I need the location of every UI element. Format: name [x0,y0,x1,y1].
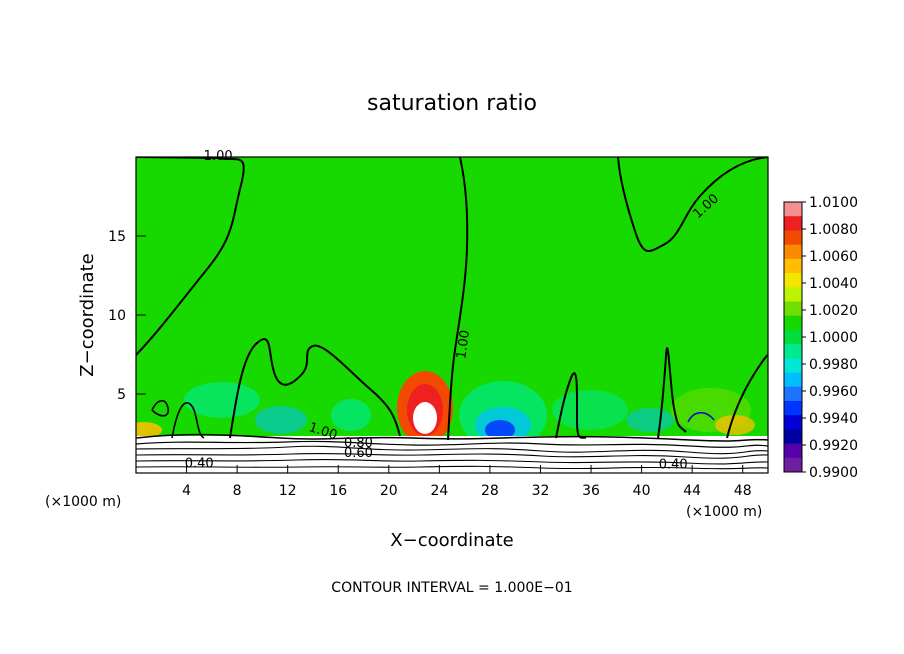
colorbar-segment-7 [784,301,802,317]
z-unit-label: (×1000 m) [686,504,762,520]
colorbar-segment-14 [784,400,802,416]
x-tick-label-32: 32 [532,483,550,499]
chart-title: saturation ratio [367,91,537,116]
colorbar-segment-4 [784,258,802,274]
contour-label-5: 0.60 [344,446,373,461]
colorbar-segment-18 [784,457,802,473]
cool-anomaly-c [485,420,515,440]
x-tick-label-40: 40 [633,483,651,499]
contour-1-lower-mid [555,372,587,439]
colorbar-segment-15 [784,415,802,430]
y-tick-label-15: 15 [108,229,126,245]
contour-line-4 [136,452,768,459]
colorbar-segment-17 [784,443,802,459]
y-tick-label-5: 5 [117,387,126,403]
cool-region-h [626,408,674,432]
contour-1-right [617,157,768,252]
contour-label-2: 1.00 [454,329,473,360]
colorbar-label-4: 1.0020 [809,303,858,319]
contour-label-4: 0.80 [344,436,373,451]
colorbar-segment-8 [784,315,802,331]
x-tick-label-28: 28 [481,483,499,499]
contour-line-5 [136,458,768,465]
colorbar-segment-13 [784,386,802,402]
colorbar-label-7: 0.9960 [809,384,858,400]
contour-line-2 [136,440,768,448]
colorbar-label-0: 1.0100 [809,195,858,211]
contour-1-lower-left [229,338,401,439]
y-axis-label: Z−coordinate [77,253,98,376]
colorbar-label-3: 1.0040 [809,276,858,292]
x-tick-label-48: 48 [734,483,752,499]
colorbar-label-10: 0.9900 [809,465,858,481]
colorbar-label-2: 1.0060 [809,249,858,265]
contour-1-center [447,157,469,441]
colorbar-segment-9 [784,329,802,345]
x-tick-label-24: 24 [430,483,448,499]
x-axis-label: X−coordinate [390,530,513,551]
contour-1-left [136,157,245,356]
colorbar-segment-10 [784,344,802,359]
x-tick-label-8: 8 [233,483,242,499]
x-unit-label: (×1000 m) [45,494,121,510]
colorbar-label-5: 1.0000 [809,330,858,346]
x-tick-label-12: 12 [279,483,297,499]
colorbar-label-9: 0.9920 [809,438,858,454]
x-tick-label-20: 20 [380,483,398,499]
contour-island-1 [151,399,170,417]
contour-line-1 [136,433,768,442]
colorbar: 1.0100 1.0080 1.0060 1.0040 1.0020 1.0000 0.99… [783,195,858,481]
colorbar-segment-1 [784,216,802,231]
saturation-field [136,157,768,473]
cool-region-e [255,406,307,434]
warm-region-k [715,415,755,435]
contour-label-7: 0.40 [659,457,688,472]
contour-label-0: 1.00 [204,149,233,164]
colorbar-segment-5 [784,273,802,288]
x-tick-label-36: 36 [582,483,600,499]
contour-blue-fragment [687,412,715,423]
contour-island-2 [171,402,205,439]
contour-1-far-right [726,354,768,439]
cool-region-g [552,390,628,430]
contour-label-6: 0.40 [185,456,214,471]
base-field [136,157,768,473]
warm-anomaly-center [413,402,437,434]
contour-note: CONTOUR INTERVAL = 1.000E−01 [331,580,572,596]
contour-line-3 [136,445,768,455]
colorbar-segment-2 [784,230,802,246]
y-tick-label-10: 10 [108,308,126,324]
colorbar-segment-0 [784,202,802,217]
colorbar-segment-12 [784,372,802,388]
colorbar-segment-11 [784,358,802,374]
colorbar-segment-6 [784,287,802,302]
colorbar-label-1: 1.0080 [809,222,858,238]
x-tick-label-44: 44 [683,483,701,499]
cool-region-d [184,382,260,418]
contour-1-lower-right [657,347,687,439]
contour-line-6 [136,465,768,470]
x-tick-label-4: 4 [182,483,191,499]
colorbar-label-8: 0.9940 [809,411,858,427]
colorbar-segment-3 [784,244,802,260]
cool-region-f [331,399,371,431]
x-tick-label-16: 16 [329,483,347,499]
colorbar-segment-16 [784,429,802,445]
colorbar-label-6: 0.9980 [809,357,858,373]
warm-region-j [136,422,162,438]
